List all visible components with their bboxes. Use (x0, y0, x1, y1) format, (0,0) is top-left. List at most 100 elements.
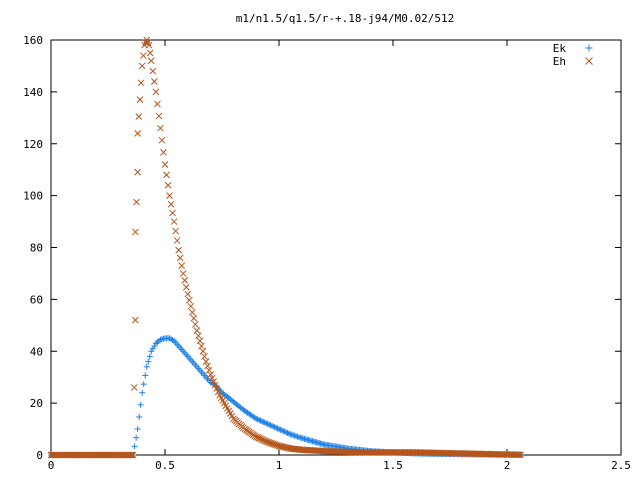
data-point (133, 198, 140, 206)
legend-marker-ek (585, 44, 593, 52)
data-point (517, 451, 525, 459)
data-point (187, 302, 195, 310)
data-point (164, 181, 172, 189)
data-point (136, 413, 143, 420)
x-tick-label: 2.5 (611, 459, 631, 472)
data-point (143, 363, 150, 370)
data-point (181, 277, 189, 284)
data-point (149, 67, 157, 75)
data-point (202, 358, 210, 365)
data-point (146, 49, 154, 57)
data-point (161, 161, 169, 168)
data-point (146, 353, 153, 360)
data-point (257, 417, 264, 424)
data-point (152, 88, 160, 96)
data-point (280, 428, 287, 435)
data-point (184, 290, 192, 298)
data-point (254, 416, 261, 423)
data-point (261, 419, 268, 426)
data-point (210, 378, 217, 385)
data-point (185, 296, 193, 304)
data-point (142, 372, 149, 379)
x-tick-label: 0.5 (155, 459, 175, 472)
data-point (157, 124, 164, 132)
data-point (130, 384, 138, 391)
data-point (151, 78, 158, 85)
data-point (155, 112, 163, 120)
data-point (211, 381, 219, 389)
data-point (169, 209, 176, 217)
data-point (129, 451, 137, 459)
data-point (147, 57, 155, 65)
data-point (178, 262, 186, 270)
data-point (190, 315, 198, 322)
data-point (137, 401, 144, 408)
data-point (145, 358, 152, 365)
y-tick-label: 140 (23, 86, 43, 99)
data-point (195, 332, 202, 340)
data-point (133, 434, 140, 441)
data-point (175, 246, 183, 254)
y-tick-label: 80 (30, 242, 43, 255)
data-point (278, 427, 285, 434)
series-ek (48, 335, 524, 458)
data-point (192, 321, 199, 328)
data-point (199, 347, 207, 355)
data-point (205, 366, 213, 374)
data-point (283, 429, 290, 436)
x-tick-label: 2 (504, 459, 511, 472)
data-point (134, 168, 141, 176)
chart-axes: 0 0.5 1 1.5 2 2.5 0 20 40 60 80 100 120 140 160 (23, 34, 631, 472)
data-point (214, 388, 222, 396)
data-point (140, 381, 147, 388)
data-point (284, 429, 291, 436)
data-point (271, 424, 278, 431)
y-tick-label: 0 (36, 449, 43, 462)
y-tick-label: 160 (23, 34, 43, 47)
data-point (163, 171, 170, 179)
data-point (256, 416, 263, 423)
series-layer (47, 36, 525, 459)
data-point (135, 113, 143, 120)
data-point (273, 424, 280, 431)
data-point (134, 130, 141, 137)
data-point (258, 418, 265, 425)
data-point (253, 415, 260, 422)
data-point (201, 353, 208, 360)
data-point (134, 426, 141, 433)
data-point (204, 362, 211, 370)
data-point (515, 451, 523, 459)
data-point (276, 426, 282, 433)
x-tick-label: 0 (48, 459, 55, 472)
data-point (132, 316, 139, 324)
data-point (139, 52, 147, 59)
data-point (139, 389, 146, 396)
x-tick-label: 1.5 (383, 459, 403, 472)
data-point (267, 422, 274, 429)
data-point (189, 308, 196, 316)
data-point (158, 136, 166, 144)
data-point (179, 270, 187, 277)
chart-title: m1/n1.5/q1.5/r-+.18-j94/M0.02/512 (236, 12, 455, 25)
data-point (167, 200, 175, 208)
data-point (213, 385, 221, 392)
data-point (193, 327, 201, 334)
data-point (277, 426, 284, 433)
plot-frame (50, 39, 622, 456)
legend-label-eh: Eh (553, 55, 566, 68)
data-point (198, 342, 205, 350)
data-point (173, 237, 181, 244)
data-point (137, 79, 145, 87)
data-point (170, 218, 178, 225)
data-point (266, 421, 273, 428)
data-point (138, 62, 146, 70)
data-point (126, 451, 134, 459)
data-point (160, 149, 167, 156)
data-point (260, 418, 267, 425)
data-point (145, 41, 153, 49)
data-point (264, 420, 271, 427)
data-point (182, 283, 190, 291)
data-point (128, 451, 136, 459)
data-point (207, 371, 214, 378)
